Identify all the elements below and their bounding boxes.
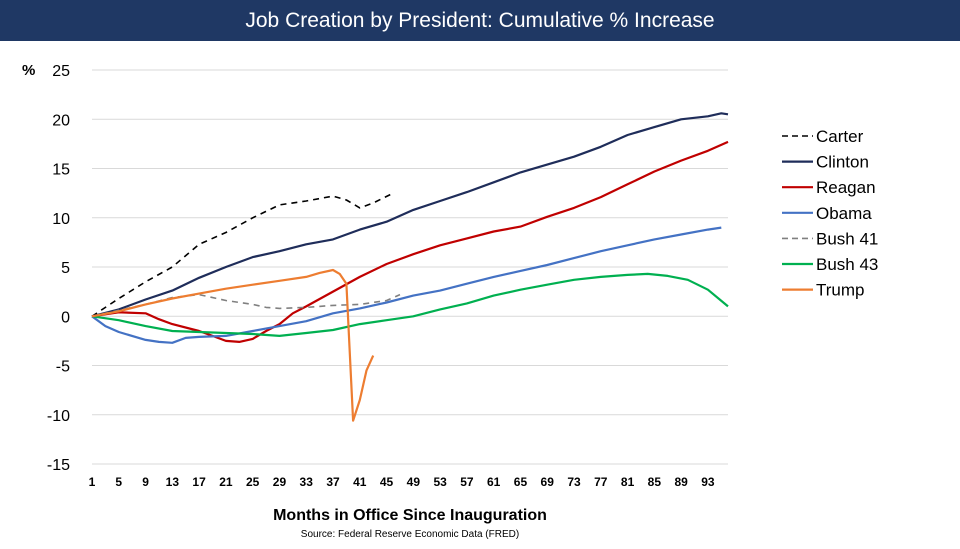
x-tick-label: 1 <box>89 475 96 489</box>
gridlines <box>92 69 728 465</box>
y-tick-label: -15 <box>47 457 70 474</box>
legend-label: Obama <box>816 204 872 223</box>
x-tick-label: 9 <box>142 475 149 489</box>
series-lines <box>91 112 729 422</box>
x-tick-label: 53 <box>433 475 447 489</box>
y-axis-label: % <box>22 62 35 79</box>
x-tick-label: 33 <box>300 475 314 489</box>
x-tick-label: 77 <box>594 475 608 489</box>
x-tick-label: 93 <box>701 475 715 489</box>
x-axis-ticks: 1 5 9 13 17 21 25 29 33 37 41 45 49 53 57 61 65 69 73 77 81 8… <box>89 475 715 489</box>
legend-label: Trump <box>816 281 865 300</box>
y-tick-label: -5 <box>56 359 70 376</box>
x-tick-label: 61 <box>487 475 501 489</box>
y-tick-label: 0 <box>61 309 70 326</box>
legend-label: Carter <box>816 127 864 146</box>
y-tick-label: 20 <box>52 112 70 129</box>
x-tick-label: 17 <box>192 475 206 489</box>
x-tick-label: 65 <box>514 475 528 489</box>
title-bar <box>0 0 960 41</box>
legend-label: Bush 41 <box>816 229 878 248</box>
y-tick-label: 10 <box>52 211 70 228</box>
x-tick-label: 69 <box>541 475 555 489</box>
series-line-bush-43 <box>91 272 729 337</box>
y-axis-ticks: 25 20 15 10 5 0 -5 -10 -15 <box>47 63 70 474</box>
x-tick-label: 85 <box>648 475 662 489</box>
y-tick-label: 15 <box>52 162 70 179</box>
legend-label: Bush 43 <box>816 255 878 274</box>
chart-title: Job Creation by President: Cumulative % … <box>245 9 715 32</box>
series-line-obama <box>91 226 722 344</box>
x-tick-label: 49 <box>407 475 421 489</box>
series-line-reagan <box>91 140 729 343</box>
x-tick-label: 89 <box>674 475 688 489</box>
legend: Carter Clinton Reagan Obama Bush 41 Bush 43 Tr… <box>782 127 878 300</box>
legend-label: Clinton <box>816 153 869 172</box>
y-tick-label: -10 <box>47 408 70 425</box>
y-tick-label: 25 <box>52 63 70 80</box>
x-tick-label: 45 <box>380 475 394 489</box>
legend-label: Reagan <box>816 178 876 197</box>
x-tick-label: 57 <box>460 475 474 489</box>
series-line-carter <box>91 192 394 317</box>
y-tick-label: 5 <box>61 260 70 277</box>
x-tick-label: 73 <box>567 475 581 489</box>
source-note: Source: Federal Reserve Economic Data (F… <box>300 529 520 540</box>
x-tick-label: 81 <box>621 475 635 489</box>
series-line-trump <box>91 268 375 422</box>
x-tick-label: 25 <box>246 475 260 489</box>
x-tick-label: 29 <box>273 475 287 489</box>
x-tick-label: 21 <box>219 475 233 489</box>
x-tick-label: 13 <box>166 475 180 489</box>
x-tick-label: 41 <box>353 475 367 489</box>
x-axis-label: Months in Office Since Inauguration <box>273 507 547 524</box>
series-line-clinton <box>91 112 729 318</box>
x-tick-label: 37 <box>326 475 340 489</box>
x-tick-label: 5 <box>115 475 122 489</box>
